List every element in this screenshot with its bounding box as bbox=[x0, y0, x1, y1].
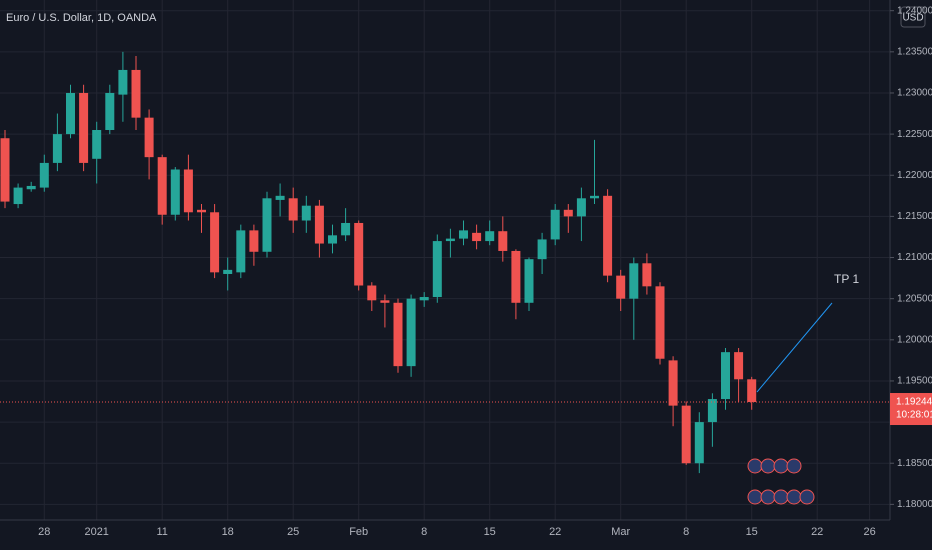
candle-body bbox=[288, 198, 298, 221]
candle-body bbox=[445, 238, 455, 242]
candle-body bbox=[144, 117, 154, 158]
candle-body bbox=[603, 195, 613, 276]
x-tick-label: 2021 bbox=[84, 526, 108, 538]
candle-body bbox=[301, 205, 311, 221]
candle-body bbox=[0, 138, 10, 202]
candle-body bbox=[616, 275, 626, 299]
candle-body bbox=[432, 241, 442, 298]
x-tick-label: 25 bbox=[287, 526, 299, 538]
candle-body bbox=[498, 231, 508, 251]
countdown: 10:28:01 bbox=[896, 410, 932, 421]
x-tick-label: 8 bbox=[683, 526, 689, 538]
y-tick-label: 1.21000 bbox=[897, 252, 932, 263]
y-tick-label: 1.18000 bbox=[897, 499, 932, 510]
x-tick-label: 15 bbox=[484, 526, 496, 538]
candle-body bbox=[537, 239, 547, 260]
candle-body bbox=[52, 134, 62, 163]
candle-body bbox=[197, 209, 206, 213]
x-tick-label: 28 bbox=[38, 526, 50, 538]
chart-title: Euro / U.S. Dollar, 1D, OANDA bbox=[6, 12, 157, 24]
candle-body bbox=[170, 169, 180, 215]
candle-body bbox=[681, 405, 691, 464]
y-tick-label: 1.20000 bbox=[897, 334, 932, 345]
candle-body bbox=[629, 263, 639, 299]
candle-body bbox=[223, 269, 233, 274]
candle-body bbox=[210, 212, 220, 273]
candle-body bbox=[406, 298, 416, 367]
candle-body bbox=[642, 263, 652, 287]
candle-body bbox=[393, 302, 403, 367]
candle-body bbox=[118, 69, 128, 95]
candle-body bbox=[66, 92, 75, 135]
x-tick-label: 18 bbox=[222, 526, 234, 538]
candle-body bbox=[354, 222, 364, 286]
candle-body bbox=[183, 169, 193, 213]
axes: 1.180001.185001.190001.195001.200001.205… bbox=[38, 5, 932, 538]
candle-body bbox=[105, 92, 115, 130]
candle-body bbox=[485, 231, 495, 242]
x-tick-label: 11 bbox=[156, 526, 167, 538]
candle-body bbox=[550, 209, 560, 240]
candle-body bbox=[472, 232, 482, 242]
x-tick-label: Mar bbox=[611, 526, 630, 538]
candle-body bbox=[328, 235, 337, 244]
candle-body bbox=[721, 352, 730, 400]
y-tick-label: 1.23000 bbox=[897, 88, 932, 99]
candle-body bbox=[79, 92, 89, 163]
last-price-label: 1.19244 bbox=[896, 397, 932, 408]
y-tick-label: 1.23500 bbox=[897, 46, 932, 57]
x-tick-label: 15 bbox=[746, 526, 758, 538]
candle-body bbox=[419, 297, 429, 301]
candle-body bbox=[262, 198, 272, 252]
candle-body bbox=[157, 157, 167, 215]
candle-body bbox=[367, 285, 377, 301]
x-tick-label: Feb bbox=[349, 526, 368, 538]
candle-body bbox=[563, 209, 573, 217]
candle-body bbox=[92, 130, 102, 159]
candle-body bbox=[511, 250, 521, 303]
annotation: TP 1 bbox=[834, 272, 859, 286]
y-tick-label: 1.21500 bbox=[897, 211, 932, 222]
candle-body bbox=[249, 230, 259, 252]
candle-body bbox=[524, 259, 534, 303]
y-tick-label: 1.22000 bbox=[897, 170, 932, 181]
candle-body bbox=[459, 230, 468, 239]
x-tick-label: 26 bbox=[863, 526, 875, 538]
candle-body bbox=[668, 360, 678, 406]
y-tick-label: 1.20500 bbox=[897, 293, 932, 304]
y-tick-label: 1.18500 bbox=[897, 458, 932, 469]
candle-body bbox=[341, 222, 351, 236]
candle-body bbox=[13, 187, 23, 205]
candle-body bbox=[734, 352, 744, 380]
last-price-tag bbox=[890, 393, 932, 426]
trend-line[interactable] bbox=[756, 302, 833, 393]
candle-body bbox=[275, 195, 285, 200]
candles bbox=[0, 51, 890, 474]
y-tick-label: 1.22500 bbox=[897, 129, 932, 140]
y-tick-label: 1.24000 bbox=[897, 5, 932, 16]
candle-body bbox=[576, 198, 586, 217]
x-tick-label: 22 bbox=[811, 526, 823, 538]
candle-body bbox=[131, 69, 141, 118]
candle-body bbox=[694, 422, 704, 464]
x-tick-label: 8 bbox=[421, 526, 427, 538]
candle-body bbox=[314, 205, 324, 244]
candle-body bbox=[747, 379, 757, 403]
y-tick-label: 1.19500 bbox=[897, 376, 932, 387]
candle-body bbox=[39, 162, 49, 188]
grid bbox=[0, 0, 890, 520]
x-tick-label: 22 bbox=[549, 526, 561, 538]
event-icons bbox=[747, 458, 815, 505]
candle-body bbox=[236, 230, 246, 273]
currency-label: USD bbox=[902, 13, 923, 24]
candle-body bbox=[655, 286, 665, 359]
candle-body bbox=[26, 185, 36, 190]
candle-body bbox=[380, 300, 390, 303]
candle-body bbox=[590, 195, 599, 199]
currency-button[interactable] bbox=[900, 6, 926, 28]
candle-body bbox=[707, 399, 717, 423]
